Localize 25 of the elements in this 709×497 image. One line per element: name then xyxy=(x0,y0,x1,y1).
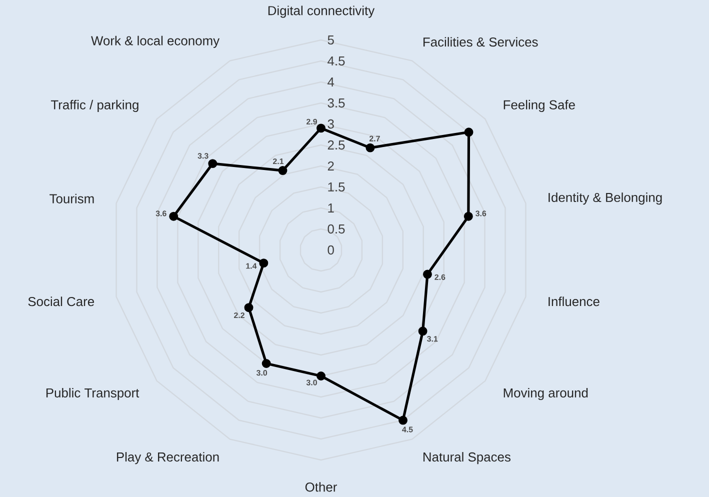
y-tick-label: 0 xyxy=(328,245,334,255)
spoke-label: Social Care xyxy=(28,296,94,306)
spoke-label: Facilities & Services xyxy=(423,37,538,47)
y-tick-label: 1 xyxy=(328,204,334,212)
spoke-label: Natural Spaces xyxy=(423,452,510,464)
y-tick-label: 2 xyxy=(328,161,334,171)
spoke-label: Other xyxy=(305,482,337,492)
spoke-label: Play & Recreation xyxy=(116,452,219,464)
y-tick-label: 3.5 xyxy=(328,98,345,108)
y-tick-label: 4.5 xyxy=(328,56,345,66)
y-tick-label: 5 xyxy=(328,35,334,45)
spoke-label: Feeling Safe xyxy=(504,100,575,112)
spoke-label: Tourism xyxy=(50,194,94,204)
spoke-label: Moving around xyxy=(504,388,588,400)
y-tick-label: 2.5 xyxy=(328,140,345,150)
y-tick-label: 1.5 xyxy=(328,182,345,192)
spoke-label: Public Transport xyxy=(46,388,140,400)
spoke-label: Digital connectivity xyxy=(268,6,375,18)
y-tick-label: 3 xyxy=(328,119,334,129)
spoke-label: Identity & Belonging xyxy=(548,192,662,205)
y-tick-label: 4 xyxy=(328,78,334,86)
spoke-label: Influence xyxy=(548,296,600,306)
spoke-label: Traffic / parking xyxy=(50,100,138,112)
spoke-label: Work & local economy xyxy=(91,36,220,48)
y-tick-label: 0.5 xyxy=(328,224,345,234)
